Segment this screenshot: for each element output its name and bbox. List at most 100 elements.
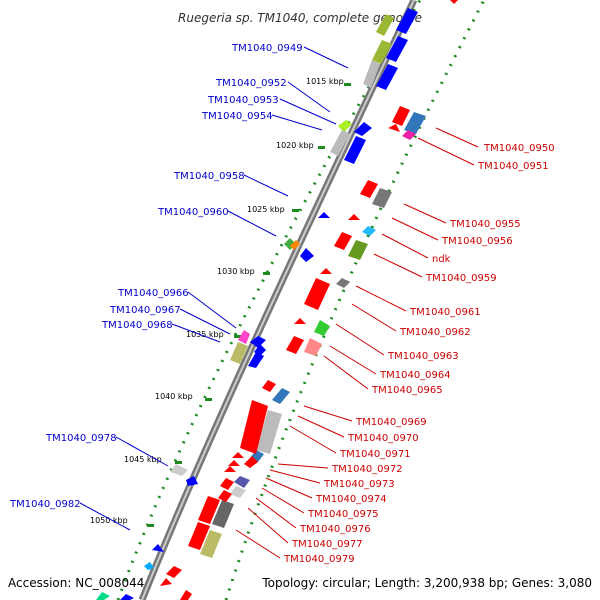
gene-feature[interactable] — [160, 578, 172, 586]
gene-feature[interactable] — [304, 278, 330, 310]
gene-feature[interactable] — [228, 460, 240, 466]
gene-label[interactable]: TM1040_0953 — [207, 95, 279, 106]
gene-feature[interactable] — [238, 330, 250, 344]
gene-label[interactable]: TM1040_0950 — [483, 143, 555, 154]
gene-label[interactable]: TM1040_0955 — [449, 219, 521, 230]
gene-feature[interactable] — [286, 336, 304, 354]
gene-feature[interactable] — [348, 240, 368, 260]
gene-feature[interactable] — [152, 544, 164, 552]
gene-feature[interactable] — [348, 214, 360, 220]
gene-feature[interactable] — [244, 456, 258, 468]
gene-feature[interactable] — [392, 106, 410, 126]
gene-feature[interactable] — [212, 500, 234, 528]
gene-feature[interactable] — [248, 352, 264, 368]
gene-label[interactable]: TM1040_0959 — [425, 273, 497, 284]
gene-feature[interactable] — [372, 188, 392, 208]
gene-feature[interactable] — [166, 566, 182, 578]
gene-feature[interactable] — [376, 14, 394, 36]
gene-feature[interactable] — [120, 594, 134, 600]
gene-feature[interactable] — [290, 240, 300, 250]
gene-label[interactable]: TM1040_0975 — [307, 509, 379, 520]
gene-feature[interactable] — [250, 336, 266, 348]
gene-feature[interactable] — [262, 380, 276, 392]
gene-feature[interactable] — [320, 268, 332, 274]
gene-feature[interactable] — [376, 64, 398, 90]
gene-feature[interactable] — [360, 180, 378, 198]
gene-label[interactable]: TM1040_0968 — [101, 320, 173, 331]
tick-label: 1045 kbp — [124, 455, 162, 464]
gene-feature[interactable] — [338, 120, 352, 132]
gene-feature[interactable] — [220, 478, 234, 490]
gene-label[interactable]: ndk — [432, 254, 451, 265]
gene-feature[interactable] — [318, 212, 330, 218]
gene-feature[interactable] — [304, 338, 322, 356]
gene-feature[interactable] — [230, 486, 246, 498]
gene-label[interactable]: TM1040_0954 — [201, 111, 273, 122]
gene-feature[interactable] — [334, 232, 352, 250]
gene-feature[interactable] — [372, 40, 392, 64]
gene-feature[interactable] — [396, 8, 418, 34]
tick-label: 1040 kbp — [155, 392, 193, 401]
gene-feature[interactable] — [224, 466, 236, 472]
tick-label: 1025 kbp — [247, 205, 285, 214]
gene-feature[interactable] — [200, 530, 222, 558]
gene-feature[interactable] — [186, 476, 198, 486]
gene-label[interactable]: TM1040_0949 — [231, 43, 303, 54]
gene-label[interactable]: TM1040_0976 — [299, 524, 371, 535]
gene-feature[interactable] — [272, 388, 290, 404]
gene-label[interactable]: TM1040_0971 — [339, 449, 411, 460]
gene-feature[interactable] — [336, 278, 350, 288]
gene-label[interactable]: TM1040_0973 — [323, 479, 395, 490]
gene-label[interactable]: TM1040_0982 — [9, 499, 81, 510]
gene-label[interactable]: TM1040_0974 — [315, 494, 387, 505]
gene-label[interactable]: TM1040_0958 — [173, 171, 245, 182]
gene-label[interactable]: TM1040_0952 — [215, 78, 287, 89]
gene-label[interactable]: TM1040_0951 — [477, 161, 549, 172]
tick-label: 1030 kbp — [217, 267, 255, 276]
gene-feature[interactable] — [198, 496, 220, 524]
gene-feature[interactable] — [344, 136, 366, 164]
gene-label[interactable]: TM1040_0967 — [109, 305, 181, 316]
accession-label: Accession: NC_008044 — [8, 576, 144, 590]
gene-feature[interactable] — [386, 36, 408, 62]
gene-feature[interactable] — [234, 476, 250, 488]
gene-label[interactable]: TM1040_0956 — [441, 236, 513, 247]
gene-feature[interactable] — [363, 60, 380, 88]
gene-label[interactable]: TM1040_0961 — [409, 307, 481, 318]
gene-feature[interactable] — [170, 464, 188, 476]
gene-label[interactable]: TM1040_0960 — [157, 207, 229, 218]
gene-feature[interactable] — [388, 124, 400, 132]
gene-label[interactable]: TM1040_0978 — [45, 433, 117, 444]
gene-feature[interactable] — [354, 122, 372, 136]
gene-feature[interactable] — [230, 342, 248, 364]
gene-feature[interactable] — [96, 592, 110, 600]
right-leader-lines — [235, 127, 479, 559]
gene-label[interactable]: TM1040_0963 — [387, 351, 459, 362]
gene-label[interactable]: TM1040_0970 — [347, 433, 419, 444]
gene-feature[interactable] — [188, 522, 210, 550]
gene-feature[interactable] — [144, 562, 154, 570]
gene-feature[interactable] — [450, 0, 458, 4]
tick-label: 1035 kbp — [186, 330, 224, 339]
gene-feature[interactable] — [218, 490, 232, 502]
gene-feature[interactable] — [300, 248, 314, 262]
gene-label[interactable]: TM1040_0965 — [371, 385, 443, 396]
gene-label[interactable]: TM1040_0964 — [379, 370, 451, 381]
topology-summary: Topology: circular; Length: 3,200,938 bp… — [261, 576, 592, 590]
gene-feature[interactable] — [294, 318, 306, 324]
gene-feature[interactable] — [330, 130, 350, 156]
gene-feature[interactable] — [240, 400, 268, 454]
gene-feature[interactable] — [314, 320, 330, 336]
gene-feature[interactable] — [232, 452, 244, 458]
gene-feature[interactable] — [404, 112, 426, 134]
gene-label[interactable]: TM1040_0969 — [355, 417, 427, 428]
gene-label[interactable]: TM1040_0977 — [291, 539, 363, 550]
gene-feature[interactable] — [256, 410, 282, 454]
gene-label[interactable]: TM1040_0979 — [283, 554, 355, 565]
gene-feature[interactable] — [362, 226, 376, 236]
gene-label[interactable]: TM1040_0972 — [331, 464, 403, 475]
gene-label[interactable]: TM1040_0962 — [399, 327, 471, 338]
gene-label[interactable]: TM1040_0966 — [117, 288, 189, 299]
gene-feature[interactable] — [180, 590, 192, 600]
gene-feature[interactable] — [402, 130, 416, 140]
